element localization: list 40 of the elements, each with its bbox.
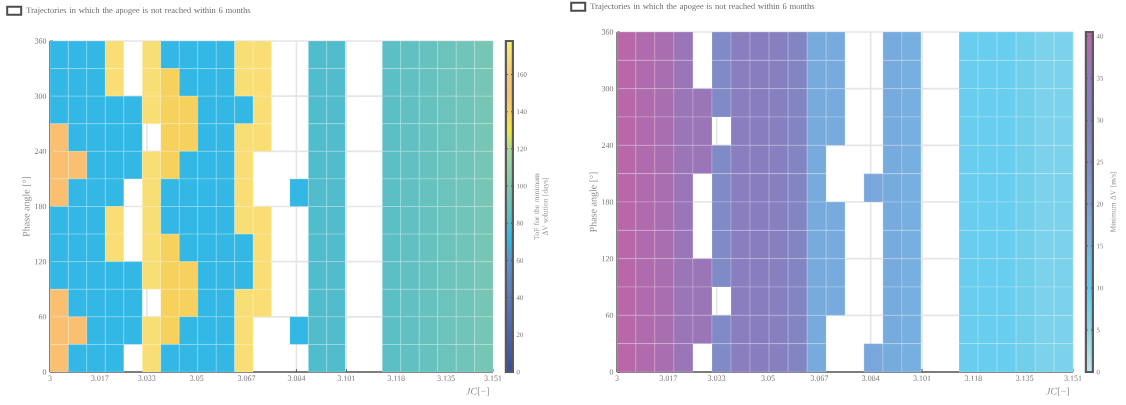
y-tick-label: 240 — [601, 142, 614, 149]
x-axis-title: JC[−] — [1046, 387, 1069, 396]
x-tick-label: 3.118 — [964, 375, 982, 381]
x-tick-label: 3.033 — [138, 375, 156, 381]
x-tick-label: 3.017 — [659, 375, 678, 381]
x-tick-label: 3.101 — [337, 375, 355, 381]
x-tick-label: 3.135 — [1016, 375, 1034, 381]
x-tick-label: 3.084 — [287, 375, 306, 381]
y-tick-label: 300 — [601, 85, 614, 92]
x-axis-title: JC[−] — [466, 387, 489, 396]
x-tick-label: 3.067 — [810, 375, 829, 381]
x-tick-label: 3.067 — [237, 375, 256, 381]
y-axis-title: Phase angle [°] — [22, 176, 32, 237]
y-tick-label: 0 — [42, 369, 47, 375]
y-tick-label: 120 — [35, 258, 47, 265]
x-tick-label: 3.135 — [437, 375, 455, 381]
y-tick-label: 0 — [609, 369, 614, 375]
y-tick-label: 180 — [602, 199, 614, 205]
text: Trajectories in which the apogee is not reached within 6 months — [590, 3, 815, 11]
x-tick-label: 3.101 — [913, 375, 931, 381]
y-tick-label: 60 — [605, 312, 614, 319]
y-tick-label: 360 — [34, 38, 47, 44]
x-tick-label: 3.151 — [1064, 375, 1082, 381]
x-tick-label: 3.033 — [708, 375, 726, 381]
text: Trajectories in which the apogee is not reached within 6 months — [26, 7, 251, 15]
x-tick-label: 3.084 — [862, 375, 880, 381]
x-tick-label: 3.017 — [91, 375, 109, 381]
y-tick-label: 60 — [38, 314, 47, 320]
y-tick-label: 120 — [602, 255, 614, 262]
x-tick-label: 3 — [48, 375, 52, 381]
x-tick-label: 3.151 — [484, 375, 502, 381]
x-tick-label: 3.05 — [761, 375, 775, 381]
x-tick-label: 3 — [615, 375, 619, 381]
y-axis-title: Phase angle [°] — [589, 172, 599, 233]
y-tick-label: 180 — [35, 203, 47, 210]
y-tick-label: 300 — [34, 93, 47, 99]
x-tick-label: 3.05 — [190, 375, 204, 381]
x-tick-label: 3.118 — [387, 375, 405, 381]
y-tick-label: 240 — [34, 148, 47, 155]
y-tick-label: 360 — [601, 29, 614, 35]
